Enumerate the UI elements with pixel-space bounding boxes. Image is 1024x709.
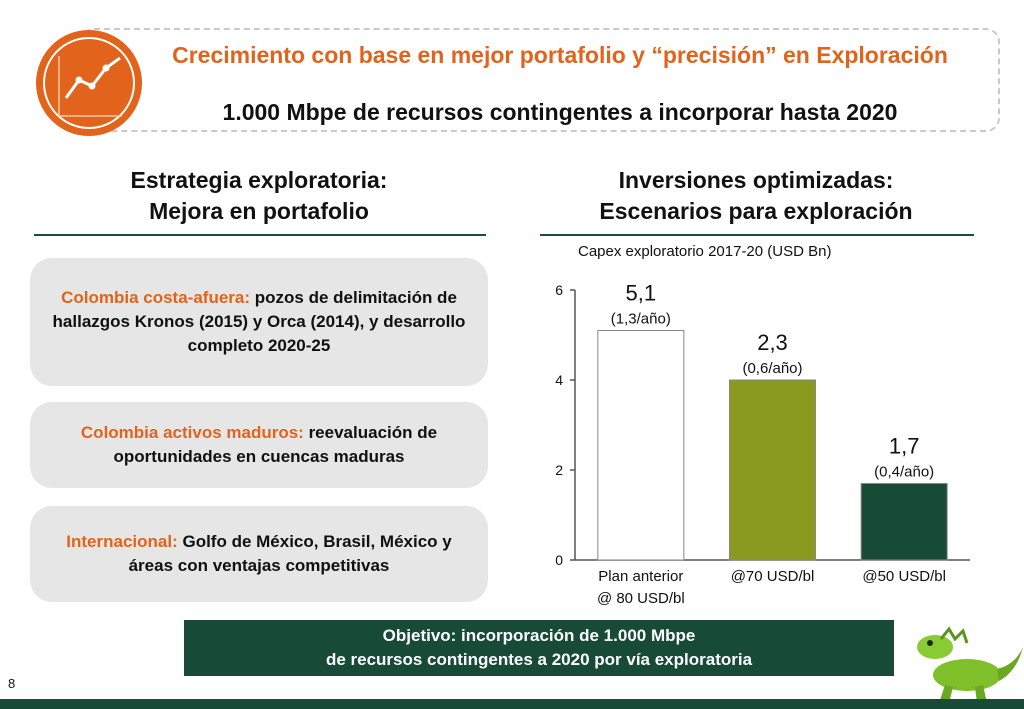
chart-caption: Capex exploratorio 2017-20 (USD Bn)	[578, 243, 832, 260]
y-tick-label: 0	[555, 552, 563, 568]
left-heading: Estrategia exploratoria: Mejora en porta…	[30, 165, 488, 227]
bar-value-label: 5,1	[626, 281, 657, 306]
iguana-icon	[917, 626, 1023, 703]
y-tick-label: 2	[555, 462, 563, 478]
footer-bar	[0, 699, 1024, 709]
bar	[860, 483, 948, 561]
left-divider	[34, 234, 486, 236]
right-heading-line2: Escenarios para exploración	[599, 198, 913, 224]
strategy-label: Colombia costa-afuera:	[61, 288, 251, 307]
right-heading: Inversiones optimizadas: Escenarios para…	[540, 165, 972, 227]
strategy-text: Golfo de México, Brasil, México y áreas …	[128, 532, 452, 575]
objective-line1: Objetivo: incorporación de 1.000 Mbpe	[382, 626, 696, 645]
page-subtitle: 1.000 Mbpe de recursos contingentes a in…	[222, 99, 898, 125]
objective-banner: Objetivo: incorporación de 1.000 Mbpe de…	[184, 620, 894, 676]
strategy-item-mature: Colombia activos maduros: reevaluación d…	[30, 402, 488, 488]
bar-sub-label: (1,3/año)	[611, 311, 671, 328]
left-heading-line1: Estrategia exploratoria:	[130, 167, 388, 193]
x-tick-label: Plan anterior	[598, 568, 683, 585]
page-title: Crecimiento con base en mejor portafolio…	[172, 42, 948, 68]
bar-value-label: 1,7	[889, 434, 920, 459]
bar	[729, 379, 816, 561]
x-tick-label: @70 USD/bl	[731, 568, 815, 585]
x-tick-label: @ 80 USD/bl	[597, 590, 685, 607]
strategy-text: reevaluación de oportunidades en cuencas…	[113, 423, 438, 466]
right-divider	[540, 234, 974, 236]
x-tick-label: @50 USD/bl	[862, 568, 946, 585]
bar-sub-label: (0,6/año)	[742, 360, 802, 377]
page-number: 8	[8, 676, 16, 691]
capex-bar-chart: 0 2 4 6 5,1 (1,3/año) Plan anterior @ 80 USD/bl…	[555, 281, 970, 607]
bar-value-label: 2,3	[757, 330, 788, 355]
y-tick-label: 6	[555, 282, 563, 298]
strategy-item-offshore: Colombia costa-afuera: pozos de delimita…	[30, 258, 488, 386]
growth-chart-icon	[36, 30, 142, 136]
strategy-text: pozos de delimitación de hallazgos Krono…	[52, 288, 466, 355]
strategy-label: Internacional:	[66, 532, 178, 551]
bar	[597, 330, 685, 561]
strategy-item-international: Internacional: Golfo de México, Brasil, …	[30, 506, 488, 602]
left-heading-line2: Mejora en portafolio	[149, 198, 369, 224]
objective-line2: de recursos contingentes a 2020 por vía …	[325, 650, 753, 669]
strategy-label: Colombia activos maduros:	[80, 423, 304, 442]
right-heading-line1: Inversiones optimizadas:	[618, 167, 894, 193]
bar-sub-label: (0,4/año)	[874, 464, 934, 481]
y-tick-label: 4	[555, 372, 563, 388]
